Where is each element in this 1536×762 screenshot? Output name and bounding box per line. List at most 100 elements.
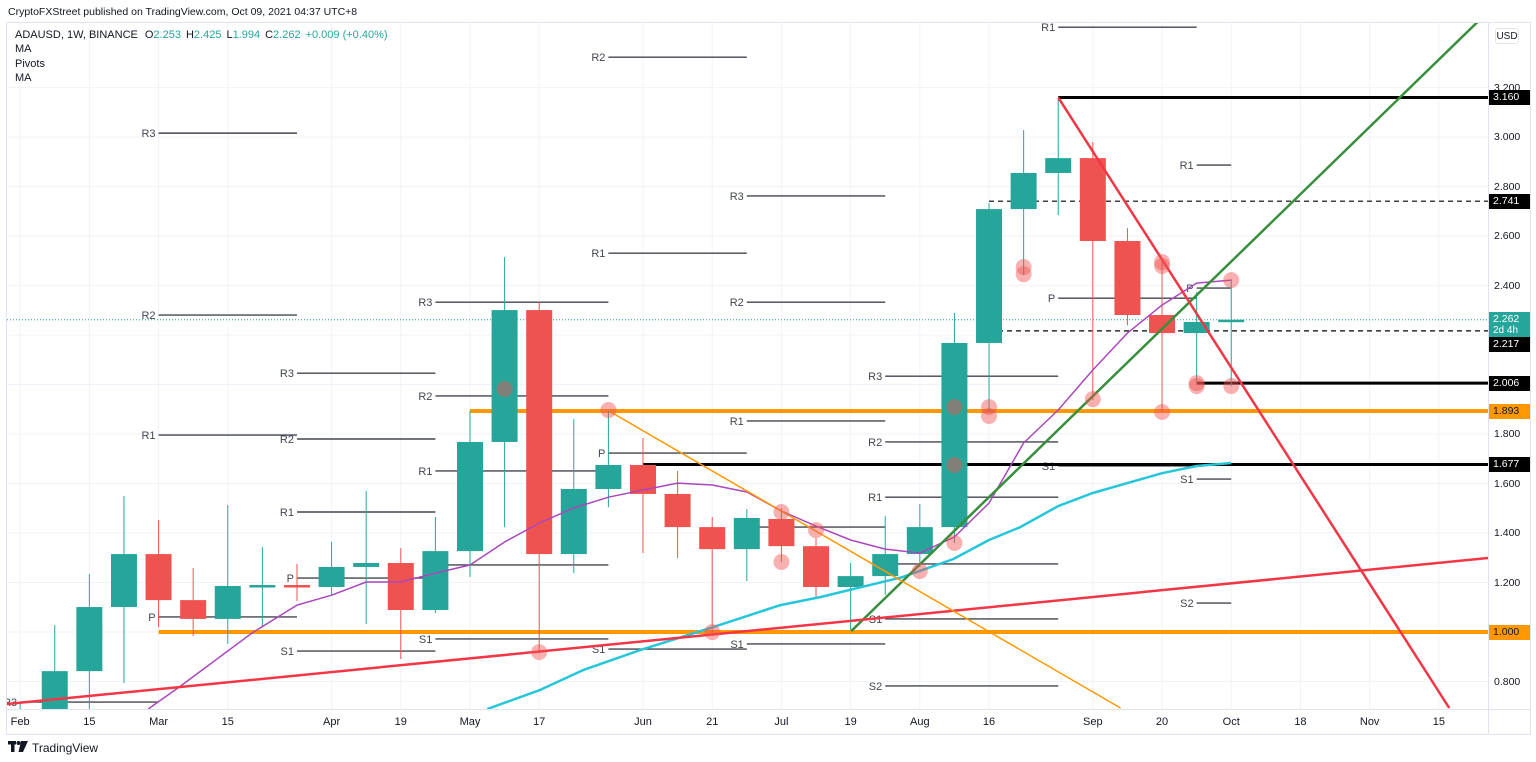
candle-bearish bbox=[1114, 228, 1141, 326]
pivot-level-label: S2 bbox=[1180, 598, 1193, 610]
time-tick-label: 18 bbox=[1294, 716, 1307, 728]
study-legend-pivots[interactable]: Pivots bbox=[15, 57, 45, 70]
marker-circle bbox=[1188, 378, 1205, 395]
study-legend-ma-short[interactable]: MA bbox=[15, 43, 32, 56]
candle-bearish bbox=[387, 548, 414, 660]
low-value: 1.994 bbox=[232, 29, 261, 41]
pivot-level-label: R1 bbox=[1180, 160, 1194, 172]
tradingview-logo-icon bbox=[8, 739, 28, 757]
pivot-level-label: R1 bbox=[141, 430, 155, 442]
trend-line-red-rising-support[interactable] bbox=[7, 556, 1488, 706]
time-axis[interactable]: Feb 15 Mar 15 Apr 19 May 17 Jun 21 Jul 19 Aug 16 Sep 20… bbox=[7, 709, 1488, 734]
candle-body bbox=[976, 209, 1003, 343]
price-tick-label: 2.600 bbox=[1494, 230, 1521, 243]
time-tick-label: Nov bbox=[1359, 716, 1380, 728]
candle-body bbox=[629, 464, 656, 494]
pivot-points-indicator: R3 R3 R2 R1 P R3 R2 R1 P S1 R3 R2 R1 P S1 R2 R1 P S1 R3 R2 R1… bbox=[7, 22, 1232, 709]
trend-line-red-downtrend[interactable] bbox=[1057, 96, 1451, 709]
candle-bullish bbox=[491, 257, 518, 528]
marker-circle bbox=[981, 399, 998, 416]
time-tick-label: May bbox=[459, 716, 481, 728]
marker-circle bbox=[773, 553, 790, 570]
time-tick-label: Jun bbox=[634, 716, 652, 728]
candle-body bbox=[941, 342, 968, 528]
price-tick-label: 0.800 bbox=[1494, 675, 1521, 688]
open-label: O bbox=[144, 29, 154, 41]
candle-body bbox=[560, 488, 587, 555]
candle-bullish bbox=[318, 541, 345, 595]
trend-line-orange-downtrend[interactable] bbox=[608, 410, 1121, 709]
time-tick-label: Mar bbox=[149, 716, 169, 728]
time-tick-label: Aug bbox=[910, 716, 930, 728]
candle-body bbox=[1114, 241, 1141, 316]
pivot-level-label: R3 bbox=[141, 128, 155, 140]
candle-bullish bbox=[837, 562, 864, 631]
marker-circle bbox=[1084, 391, 1101, 408]
pivot-level-label: R1 bbox=[280, 507, 294, 519]
candle-body bbox=[283, 585, 310, 588]
marker-circle bbox=[531, 644, 548, 661]
series-legend[interactable]: ADAUSD, 1W, BINANCE O2.253 H2.425 L1.994 C2.… bbox=[15, 28, 388, 42]
price-axis[interactable]: USD 3.2003.0002.8002.6002.4002.2002.0001… bbox=[1488, 22, 1530, 709]
pivot-level-label: S1 bbox=[730, 639, 743, 651]
change-value: +0.009 (+0.40%) bbox=[305, 29, 388, 41]
candle-bearish bbox=[664, 470, 691, 559]
pivot-level-label: P bbox=[287, 573, 294, 585]
moving-average-long bbox=[486, 461, 1232, 709]
marker-circle bbox=[1223, 378, 1240, 395]
candle-bullish bbox=[353, 490, 380, 625]
candle-bullish bbox=[1010, 130, 1037, 276]
pivot-level-label: S1 bbox=[419, 634, 432, 646]
footer: TradingView bbox=[8, 740, 98, 756]
marker-circle bbox=[600, 402, 617, 419]
moving-average-short bbox=[147, 279, 1232, 709]
trend-line-green-uptrend[interactable] bbox=[850, 22, 1484, 632]
price-level-tag: 2.006 bbox=[1489, 375, 1530, 391]
symbol-title: ADAUSD, 1W, BINANCE bbox=[15, 29, 138, 41]
candle-body bbox=[214, 586, 241, 619]
marker-circle bbox=[981, 407, 998, 424]
price-tick-label: 1.800 bbox=[1494, 428, 1521, 441]
candle-bearish bbox=[768, 508, 795, 562]
candle-body bbox=[318, 566, 345, 587]
candle-body bbox=[110, 554, 137, 608]
candle-body bbox=[733, 517, 760, 550]
time-tick-label: 21 bbox=[706, 716, 719, 728]
price-tick-label: 2.400 bbox=[1494, 279, 1521, 292]
candle-body bbox=[664, 493, 691, 528]
candle-bullish bbox=[214, 505, 241, 644]
price-tag-value: 3.160 bbox=[1493, 90, 1520, 103]
high-label: H bbox=[185, 29, 194, 41]
pivot-level-label: R3 bbox=[730, 191, 744, 203]
pivot-level-label: R3 bbox=[280, 368, 294, 380]
candle-bearish bbox=[526, 302, 553, 654]
moving-averages bbox=[147, 279, 1232, 709]
marker-circle bbox=[1015, 259, 1032, 276]
pivot-level-label: P bbox=[1186, 283, 1193, 295]
marker-circle bbox=[946, 534, 963, 551]
bar-countdown: 2d 4h bbox=[1493, 325, 1519, 337]
price-tag-value: 1.677 bbox=[1493, 457, 1520, 470]
price-level-tag: 1.893 bbox=[1489, 403, 1530, 419]
marker-circle bbox=[704, 624, 721, 641]
high-value: 2.425 bbox=[193, 29, 222, 41]
study-legend-ma-long[interactable]: MA bbox=[15, 71, 32, 84]
candle-body bbox=[387, 562, 414, 611]
candle-bullish bbox=[1218, 279, 1245, 387]
marker-circle bbox=[1223, 272, 1240, 289]
pivot-level-label: R2 bbox=[730, 297, 744, 309]
currency-button[interactable]: USD bbox=[1495, 28, 1519, 44]
candle-body bbox=[595, 464, 622, 489]
candle-bullish bbox=[941, 313, 968, 543]
pivot-level-label: R2 bbox=[591, 52, 605, 64]
chart-canvas[interactable]: R3 R3 R2 R1 P R3 R2 R1 P S1 R3 R2 R1 P S1 R2 R1 P S1 R3 R2 R1… bbox=[7, 22, 1488, 709]
candle-bearish bbox=[1079, 142, 1106, 401]
marker-circle bbox=[1188, 375, 1205, 392]
pivot-level-label: R2 bbox=[868, 437, 882, 449]
price-level-tag: 3.160 bbox=[1489, 89, 1530, 105]
tradingview-brand: TradingView bbox=[32, 741, 99, 755]
pivot-level-label: S2 bbox=[869, 681, 882, 693]
chart-pane[interactable]: R3 R3 R2 R1 P R3 R2 R1 P S1 R3 R2 R1 P S1 R2 R1 P S1 R3 R2 R1… bbox=[7, 22, 1488, 709]
pivot-level-label: P bbox=[1048, 293, 1055, 305]
candle-body bbox=[456, 441, 483, 552]
